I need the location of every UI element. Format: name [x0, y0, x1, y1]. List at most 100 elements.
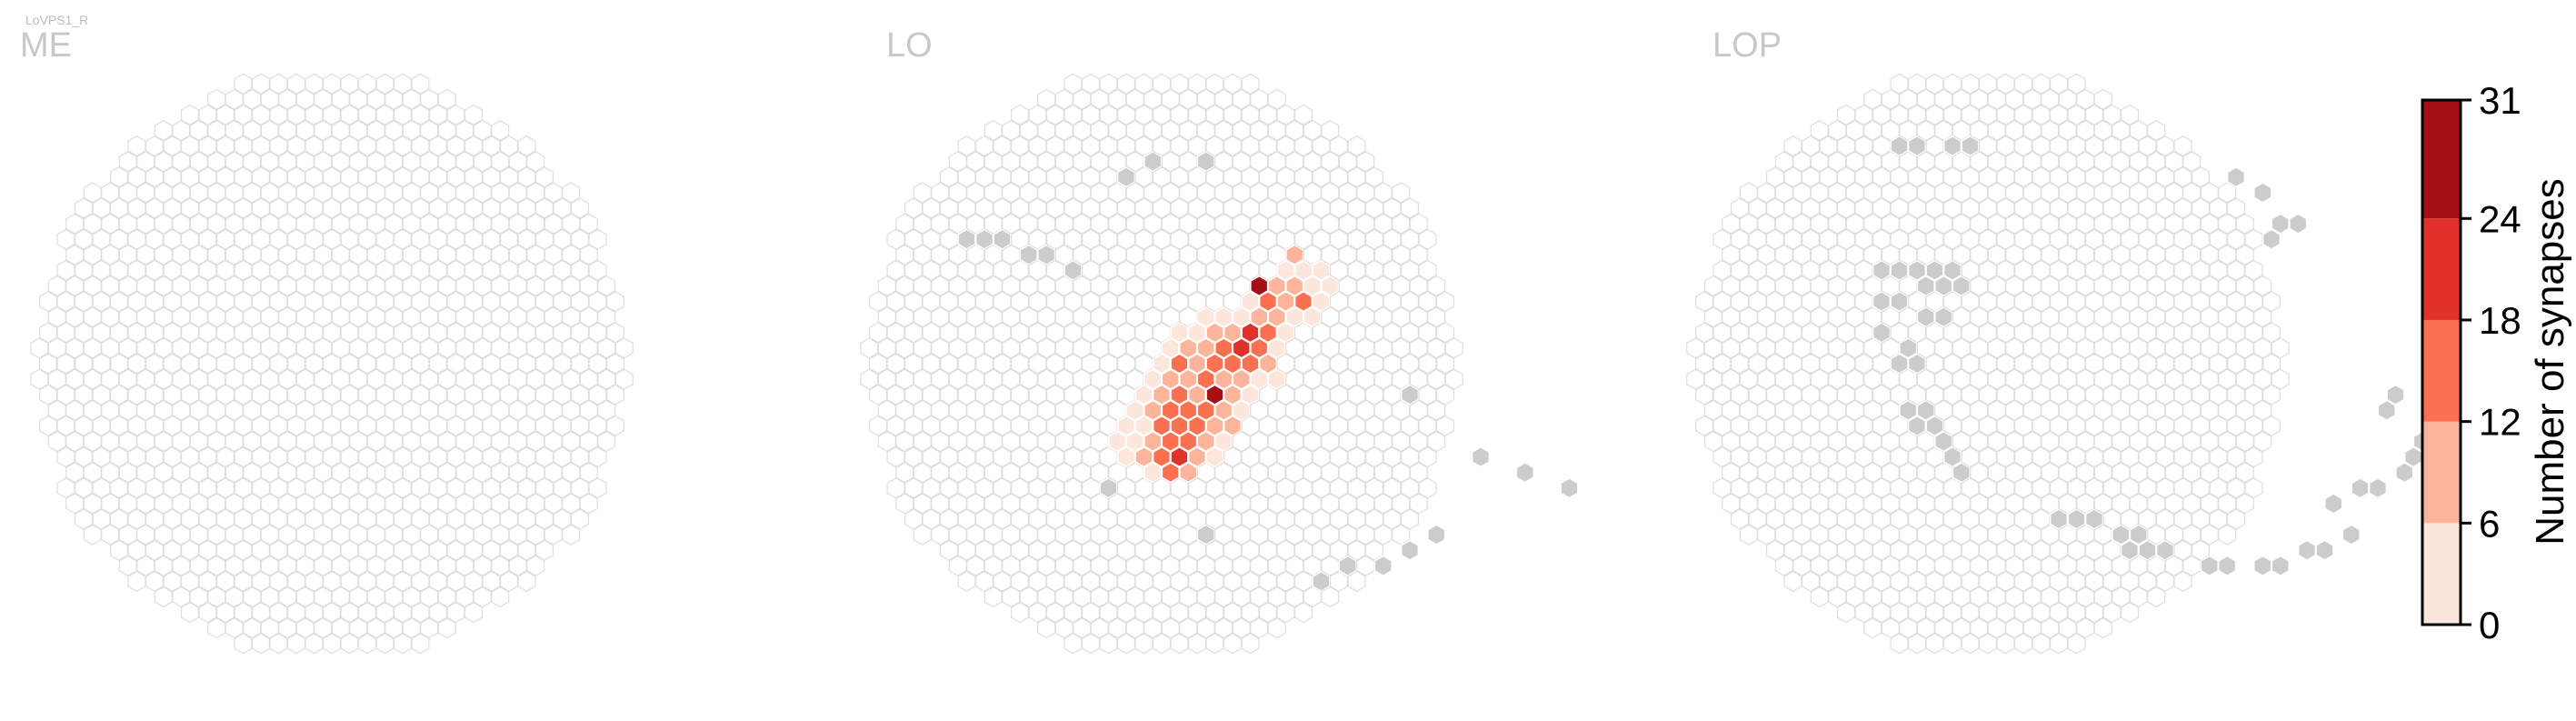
- empty-hex: [2138, 353, 2157, 375]
- empty-hex: [1383, 228, 1402, 250]
- empty-hex: [966, 555, 985, 576]
- empty-hex: [562, 182, 581, 204]
- empty-hex: [1356, 368, 1375, 390]
- no-data-hex: [1143, 150, 1163, 173]
- empty-hex: [1757, 493, 1776, 515]
- empty-hex: [358, 570, 376, 592]
- empty-hex: [1214, 493, 1233, 515]
- empty-hex: [1073, 586, 1092, 608]
- empty-hex: [92, 384, 111, 406]
- empty-hex: [1143, 617, 1163, 639]
- empty-hex: [56, 228, 75, 250]
- empty-hex: [2085, 322, 2103, 344]
- empty-hex: [2050, 322, 2068, 344]
- empty-hex: [1783, 353, 1802, 375]
- colorbar-frame: [2421, 98, 2462, 626]
- empty-hex: [2085, 353, 2103, 375]
- empty-hex: [588, 477, 607, 499]
- empty-hex: [1187, 166, 1207, 188]
- empty-hex: [1908, 104, 1926, 125]
- empty-hex: [1267, 151, 1286, 173]
- empty-hex: [2156, 197, 2174, 219]
- empty-hex: [1418, 353, 1437, 375]
- empty-hex: [1801, 353, 1821, 375]
- empty-hex: [1205, 104, 1224, 125]
- empty-hex: [1765, 508, 1785, 530]
- empty-hex: [1081, 73, 1101, 95]
- empty-hex: [579, 244, 598, 265]
- colorbar-tick-label: 0: [2479, 604, 2500, 646]
- empty-hex: [2271, 337, 2290, 359]
- empty-hex: [127, 166, 146, 188]
- empty-hex: [1819, 322, 1838, 344]
- empty-hex: [2067, 291, 2086, 313]
- empty-hex: [394, 197, 412, 219]
- empty-hex: [1196, 119, 1215, 142]
- empty-hex: [2050, 446, 2068, 468]
- empty-hex: [1383, 291, 1402, 313]
- empty-hex: [1241, 633, 1260, 655]
- empty-hex: [1373, 306, 1393, 328]
- empty-hex: [1010, 135, 1030, 157]
- empty-hex: [1010, 197, 1030, 219]
- empty-hex: [1321, 182, 1340, 204]
- empty-hex: [1686, 337, 1705, 359]
- empty-hex: [1979, 384, 1997, 406]
- empty-hex: [1810, 244, 1829, 265]
- empty-hex: [127, 228, 146, 250]
- no-data-hex: [1427, 524, 1446, 546]
- empty-hex: [482, 446, 501, 468]
- panel-lop: LOP: [1686, 26, 2431, 655]
- empty-hex: [181, 322, 199, 344]
- empty-hex: [198, 291, 217, 313]
- empty-hex: [939, 384, 959, 406]
- empty-hex: [1810, 306, 1829, 328]
- empty-hex: [375, 73, 394, 95]
- empty-hex: [2050, 228, 2068, 250]
- empty-hex: [2085, 384, 2103, 406]
- empty-hex: [1108, 462, 1127, 484]
- empty-hex: [1392, 182, 1411, 204]
- empty-hex: [1392, 430, 1411, 453]
- empty-hex: [2235, 244, 2254, 265]
- empty-hex: [411, 259, 430, 281]
- empty-hex: [1961, 415, 1980, 436]
- empty-hex: [1002, 213, 1021, 235]
- empty-hex: [1037, 430, 1056, 453]
- empty-hex: [2067, 228, 2086, 250]
- empty-hex: [1364, 446, 1384, 468]
- empty-hex: [2050, 570, 2068, 592]
- empty-hex: [2085, 570, 2103, 592]
- empty-hex: [1765, 446, 1785, 468]
- empty-hex: [2244, 322, 2263, 344]
- empty-hex: [234, 73, 253, 95]
- empty-hex: [1836, 291, 1856, 313]
- no-data-hex: [1312, 570, 1331, 593]
- empty-hex: [2014, 384, 2032, 406]
- empty-hex: [1712, 259, 1732, 281]
- empty-hex: [1241, 415, 1260, 436]
- empty-hex: [1214, 555, 1233, 576]
- empty-hex: [340, 135, 359, 157]
- empty-hex: [2156, 166, 2174, 188]
- empty-hex: [499, 322, 519, 344]
- empty-hex: [1722, 430, 1741, 453]
- empty-hex: [1081, 446, 1101, 468]
- empty-hex: [1267, 182, 1286, 204]
- empty-hex: [181, 291, 199, 313]
- empty-hex: [886, 446, 905, 468]
- empty-hex: [2227, 291, 2245, 313]
- empty-hex: [1054, 555, 1073, 576]
- empty-hex: [1712, 353, 1732, 375]
- empty-hex: [957, 259, 976, 281]
- empty-hex: [1303, 337, 1322, 359]
- empty-hex: [1712, 477, 1732, 499]
- empty-hex: [1836, 415, 1856, 436]
- no-data-hex: [2218, 555, 2237, 577]
- empty-hex: [340, 197, 359, 219]
- empty-hex: [394, 633, 412, 655]
- empty-hex: [2253, 430, 2272, 453]
- empty-hex: [948, 399, 967, 421]
- empty-hex: [1161, 306, 1180, 328]
